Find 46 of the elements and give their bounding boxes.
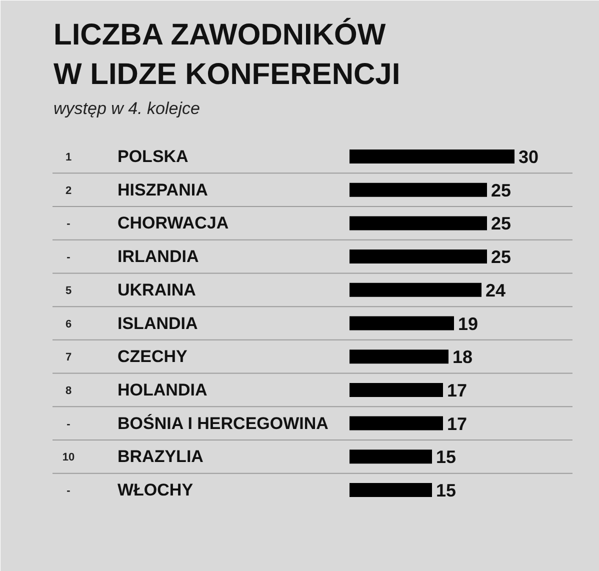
data-label: 25 (491, 180, 512, 200)
bar (350, 350, 448, 364)
text: 7 (65, 352, 72, 364)
text: 1 (65, 152, 72, 164)
bar (350, 316, 454, 330)
text: 8 (65, 384, 72, 397)
text: - (66, 218, 71, 230)
data-label: 15 (436, 480, 456, 500)
text: - (66, 418, 71, 430)
y-tick-label: ISLANDIA (118, 314, 198, 333)
y-tick-label: UKRAINA (118, 280, 196, 300)
text: 2 (65, 184, 72, 197)
data-label: 18 (452, 347, 473, 368)
y-tick-label: POLSKA (118, 147, 188, 166)
y-tick-label: BOŚNIA I HERCEGOWINA (118, 412, 328, 433)
data-label: 25 (491, 214, 512, 234)
y-tick-label: CZECHY (118, 347, 188, 366)
data-label: 17 (447, 380, 468, 400)
bar (350, 216, 487, 230)
bar (350, 150, 514, 164)
data-label: 30 (518, 147, 539, 167)
bar (350, 483, 432, 497)
y-tick-label: IRLANDIA (118, 247, 199, 266)
bar (350, 250, 487, 264)
text: 10 (62, 452, 75, 464)
data-label: 17 (447, 414, 468, 434)
data-label: 19 (458, 314, 478, 334)
text: - (66, 252, 71, 264)
y-tick-label: HOLANDIA (118, 380, 208, 400)
bar (350, 382, 443, 397)
y-tick-label: CHORWACJA (118, 214, 229, 233)
bar (350, 182, 487, 197)
bar (350, 282, 482, 297)
data-label: 25 (491, 247, 512, 268)
y-tick-label: BRAZYLIA (118, 447, 204, 466)
text: 5 (65, 284, 72, 297)
text: - (66, 485, 71, 497)
bar (350, 450, 432, 464)
data-label: 15 (436, 447, 456, 468)
bar (350, 416, 443, 430)
text: występ w 4. kolejce (54, 99, 200, 118)
chart-title: LICZBA ZAWODNIKÓW W LIDZE KONFERENCJI (54, 18, 400, 92)
text: 6 (65, 318, 72, 330)
data-label: 24 (486, 280, 506, 300)
y-tick-label: WŁOCHY (118, 480, 194, 500)
y-tick-label: HISZPANIA (118, 180, 208, 200)
